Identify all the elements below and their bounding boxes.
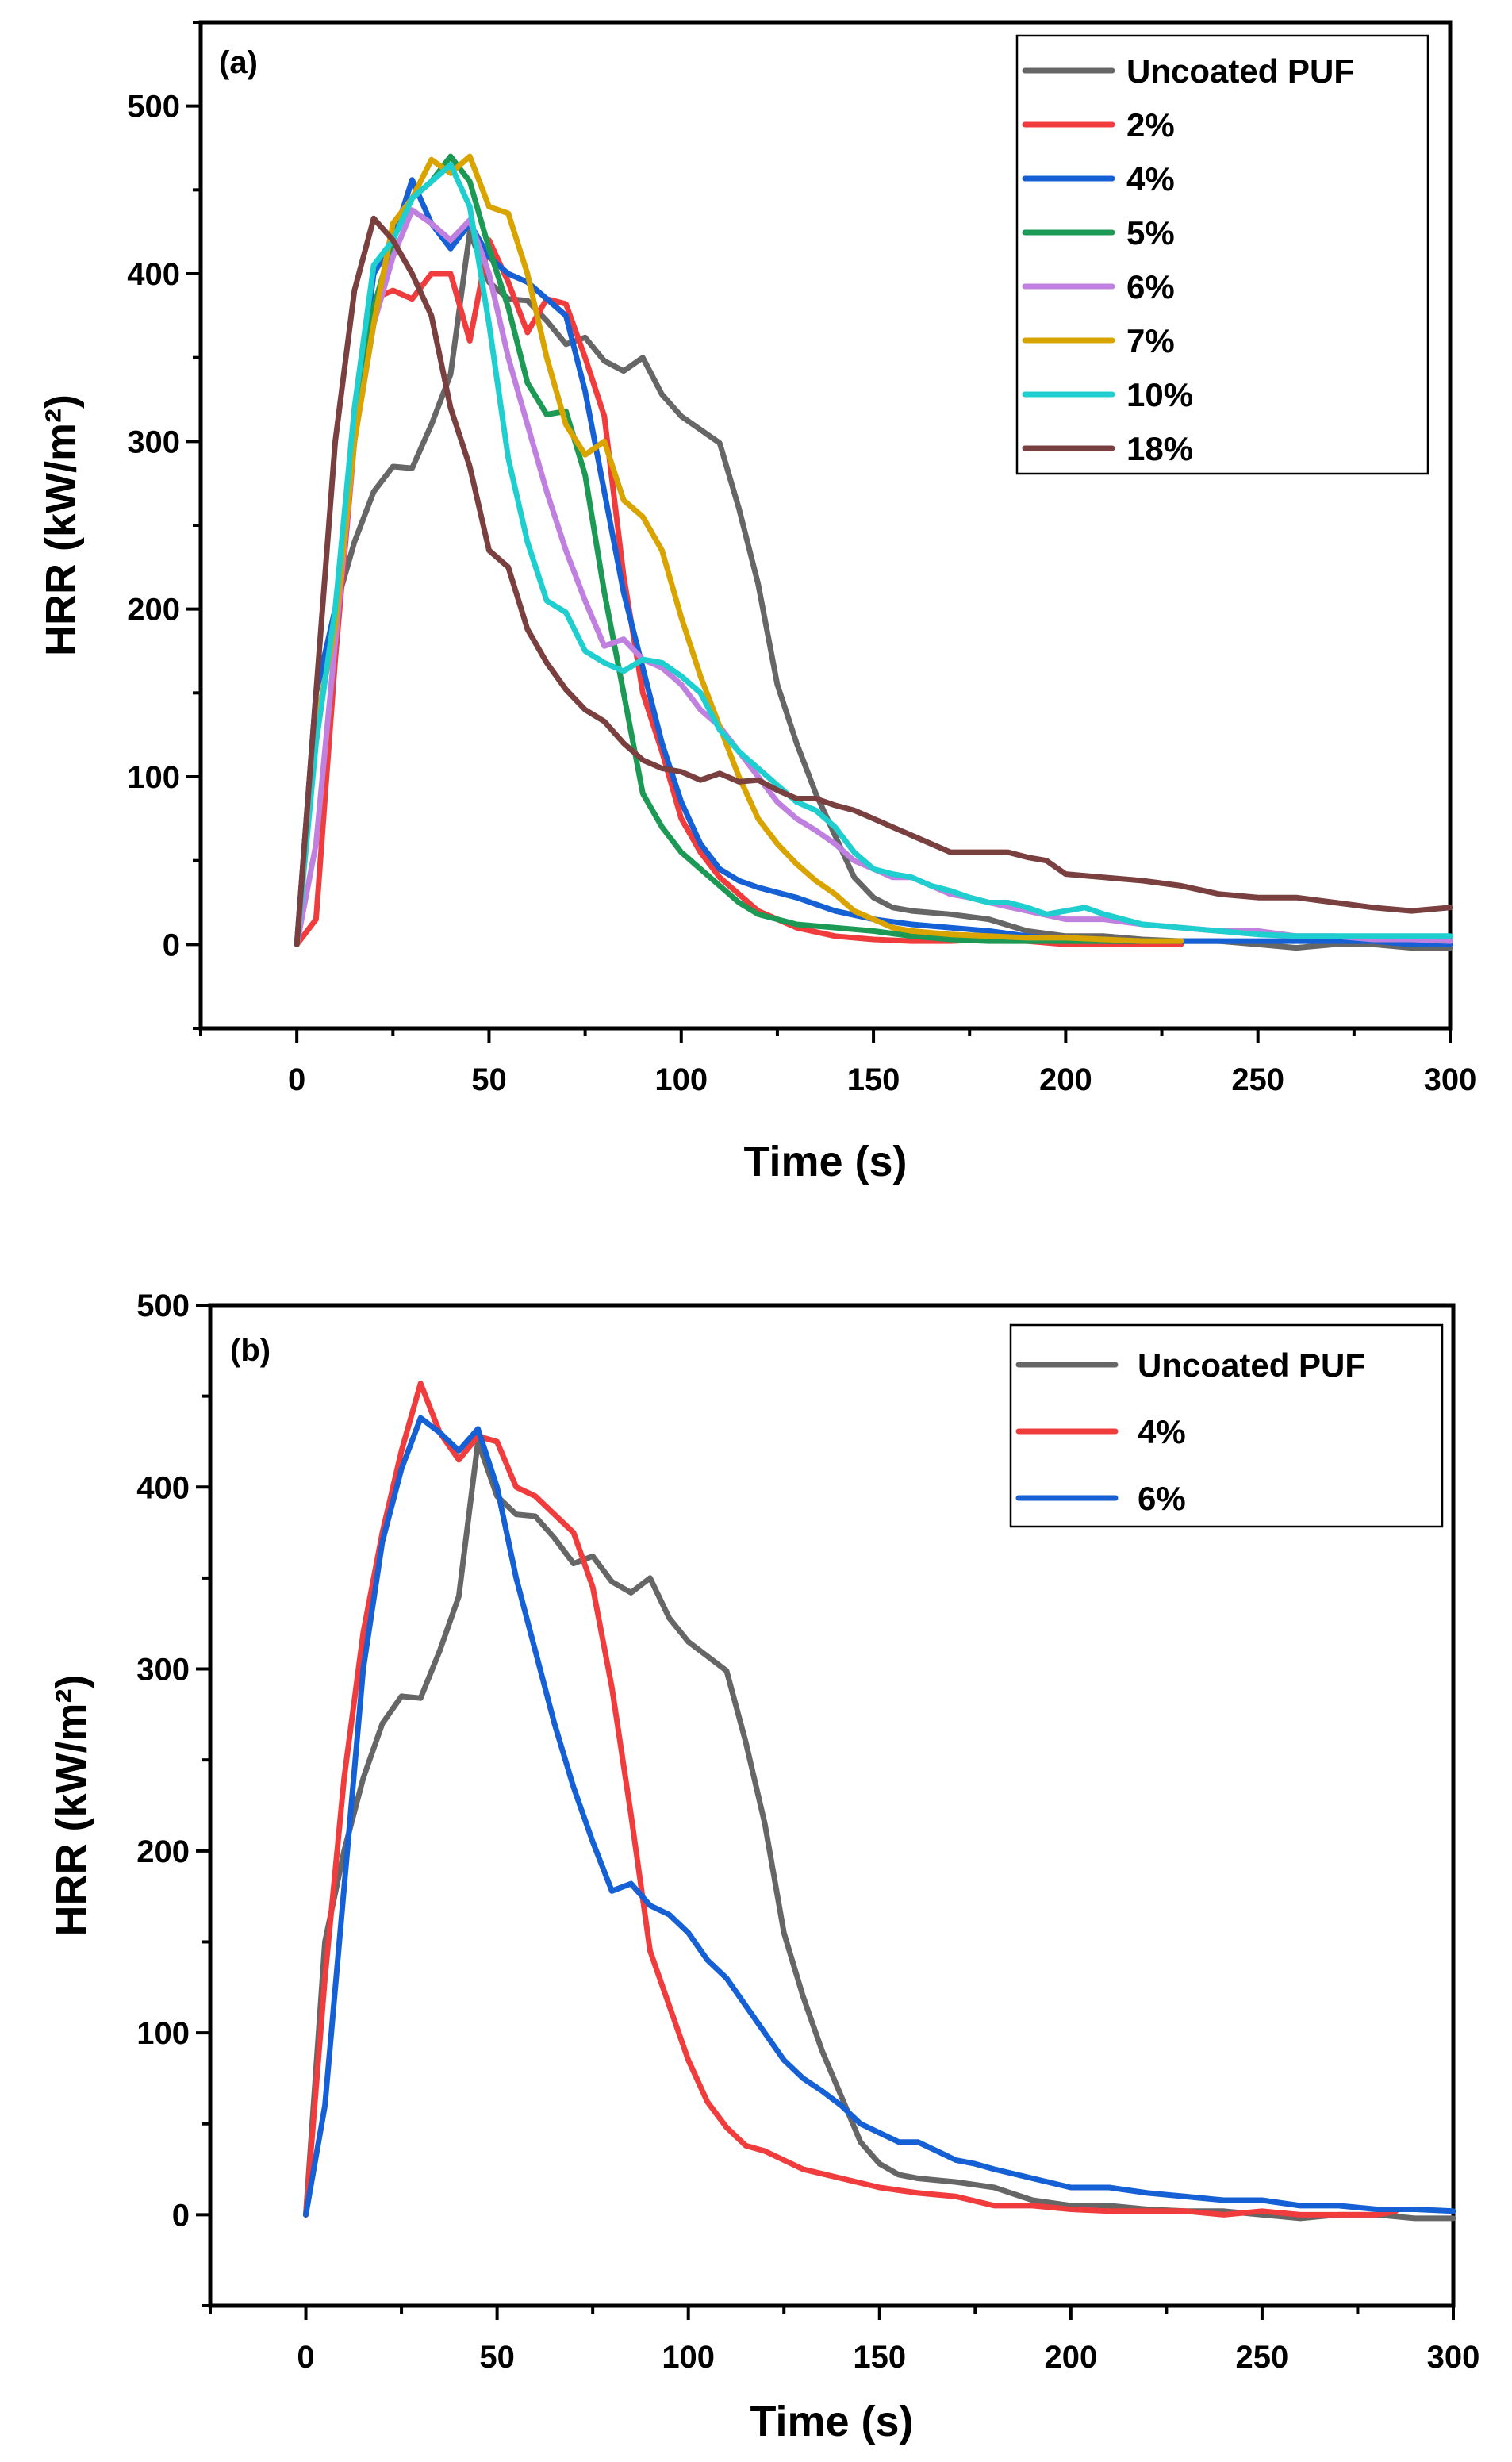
y-axis-title: HRR (kW/m²) <box>37 394 85 656</box>
x-tick-label: 250 <box>1236 2340 1289 2375</box>
x-tick-label: 200 <box>1039 1062 1092 1097</box>
y-tick-label: 500 <box>136 1289 190 1323</box>
legend-label: 5% <box>1126 214 1175 252</box>
legend: Uncoated PUF 4% 6% <box>1009 1323 1444 1528</box>
legend-label: Uncoated PUF <box>1126 52 1354 90</box>
x-tick-label: 0 <box>297 2340 314 2375</box>
legend-label: 4% <box>1138 1413 1186 1450</box>
legend-label: 18% <box>1126 430 1193 467</box>
x-tick-label: 50 <box>471 1062 507 1097</box>
y-tick-label: 300 <box>136 1653 190 1688</box>
x-tick-label: 150 <box>847 1062 900 1097</box>
chart-panel-b: 0 50 100 150 200 250 300 0 100 200 300 400 500 Time (… <box>48 1289 1479 2445</box>
y-tick-label: 200 <box>127 593 180 628</box>
x-axis-title: Time (s) <box>743 1138 907 1185</box>
x-tick-label: 300 <box>1427 2340 1480 2375</box>
x-tick-label: 200 <box>1044 2340 1097 2375</box>
panel-label: (b) <box>230 1333 271 1368</box>
series-line-uncoated-puf <box>303 1438 1456 2222</box>
series-line-6- <box>303 1415 1456 2218</box>
plot-frame <box>208 1303 1456 2308</box>
y-tick-label: 300 <box>127 424 180 459</box>
x-tick-label: 300 <box>1424 1062 1477 1097</box>
legend-label: 7% <box>1126 322 1175 359</box>
y-tick-label: 0 <box>172 2198 190 2233</box>
y-tick-label: 200 <box>136 1834 190 1869</box>
chart-panel-a: 0 50 100 150 200 250 300 0 100 200 300 400 500 Time (… <box>37 20 1477 1185</box>
series-line-7- <box>294 153 1184 947</box>
legend-label: 6% <box>1126 268 1175 305</box>
x-tick-label: 150 <box>853 2340 906 2375</box>
y-axis-title: HRR (kW/m²) <box>48 1675 95 1937</box>
legend-label: 4% <box>1126 160 1175 198</box>
x-tick-label: 100 <box>662 2340 715 2375</box>
y-tick-label: 500 <box>127 90 180 125</box>
legend-box <box>1009 1323 1444 1528</box>
y-tick-label: 0 <box>163 928 180 962</box>
legend-box <box>1015 34 1429 475</box>
y-tick-label: 100 <box>127 760 180 795</box>
legend-label: Uncoated PUF <box>1138 1346 1365 1384</box>
panel-label: (a) <box>219 45 258 80</box>
legend: Uncoated PUF 2% 4% 5% 6% 7% 10% 18% <box>1015 34 1429 475</box>
legend-label: 2% <box>1126 106 1175 144</box>
x-tick-label: 0 <box>288 1062 305 1097</box>
x-tick-label: 250 <box>1231 1062 1284 1097</box>
series-line-18- <box>294 215 1453 947</box>
legend-label: 6% <box>1138 1480 1186 1517</box>
series-line-10- <box>294 162 1453 947</box>
series-line-4- <box>303 1381 1399 2218</box>
y-tick-label: 400 <box>136 1470 190 1505</box>
x-tick-label: 50 <box>479 2340 515 2375</box>
x-axis-title: Time (s) <box>750 2398 913 2445</box>
y-tick-label: 100 <box>136 2016 190 2051</box>
x-tick-label: 100 <box>654 1062 708 1097</box>
legend-label: 10% <box>1126 376 1193 413</box>
y-tick-label: 400 <box>127 257 180 292</box>
